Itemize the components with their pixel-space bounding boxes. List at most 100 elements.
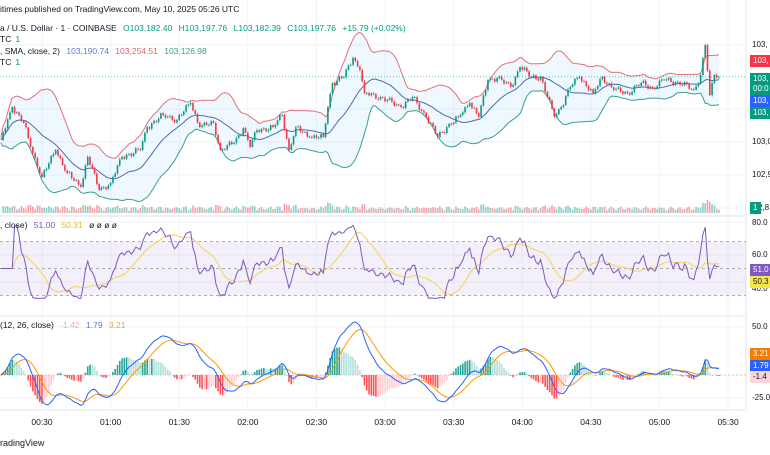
volume-bar (434, 207, 437, 213)
macd-histogram-bar (93, 366, 96, 375)
candle (670, 78, 672, 82)
volume-bar (336, 206, 338, 213)
volume-bar (658, 207, 661, 213)
candle (631, 91, 633, 95)
macd-histogram-bar (13, 360, 16, 375)
volume-bar (221, 210, 224, 213)
volume-bar (375, 208, 377, 213)
macd-histogram-bar (500, 364, 503, 375)
macd-histogram-bar (709, 372, 711, 375)
bb-legend[interactable]: , SMA, close, 2) 103,190.74 103,254.51 1… (0, 46, 207, 56)
macd-histogram-bar (567, 375, 569, 378)
macd-legend[interactable]: (12, 26, close) -1.42 1.79 3.21 (0, 320, 126, 330)
macd-histogram-bar (686, 375, 688, 377)
macd-histogram-bar (208, 375, 210, 389)
volume-bar (432, 207, 434, 213)
candle (649, 86, 652, 89)
macd-histogram-bar (73, 375, 75, 381)
macd-histogram-bar (331, 351, 334, 375)
volume-bar (166, 207, 169, 213)
macd-histogram-bar (130, 359, 132, 375)
macd-histogram-bar (594, 375, 597, 376)
candle (89, 156, 91, 165)
candle (102, 187, 105, 189)
volume-bar (253, 206, 256, 213)
macd-histogram-bar (258, 369, 261, 375)
volume-bar (112, 207, 114, 213)
volume-bar (622, 208, 624, 213)
candle (73, 178, 75, 181)
candle (228, 141, 231, 146)
volume-bar (75, 209, 78, 213)
candle (413, 97, 416, 98)
macd-histogram-bar (681, 375, 684, 377)
macd-histogram-bar (123, 357, 126, 375)
candle (450, 123, 453, 125)
candle (475, 108, 478, 114)
candle (224, 149, 226, 151)
macd-histogram-bar (434, 375, 437, 388)
macd-histogram-bar (585, 367, 588, 375)
ohlc-change: +15.79 (+0.02%) (342, 23, 406, 33)
candle (425, 112, 428, 117)
volume-bar (429, 208, 432, 213)
volume-bar (528, 208, 530, 213)
macd-histogram-bar (638, 373, 640, 375)
macd-histogram-bar (333, 348, 336, 375)
macd-histogram-bar (505, 370, 508, 375)
candle (301, 131, 304, 133)
volume-bar (665, 210, 668, 213)
macd-histogram-bar (539, 375, 542, 383)
macd-histogram-bar (356, 364, 359, 375)
volume-bar (576, 207, 578, 213)
candle (441, 132, 444, 133)
macd-histogram-bar (57, 373, 59, 375)
volume-bar (418, 208, 421, 213)
volume-bar (359, 209, 361, 213)
rsi-legend[interactable]: , close) 51.00 50.31 ø ø ø ø (0, 220, 117, 230)
macd-line (0, 321, 720, 406)
candle (658, 80, 661, 87)
volume-bar (11, 206, 14, 213)
volume-bar (242, 205, 245, 213)
bb-upper-tag: 103, (750, 55, 770, 67)
candle (530, 76, 533, 78)
volume-bar (224, 208, 226, 213)
macd-histogram-bar (420, 375, 423, 379)
macd-histogram-bar (528, 375, 530, 377)
volume-bar (16, 209, 18, 213)
volume-bar (603, 206, 606, 213)
macd-histogram-bar (397, 375, 400, 386)
volume-bar (457, 207, 460, 213)
time-axis-label: 04:30 (580, 417, 602, 427)
volume-bar (551, 205, 553, 213)
candle (185, 105, 187, 112)
candle (212, 121, 215, 123)
candle (443, 132, 446, 134)
volume-bar (466, 207, 469, 213)
candle (468, 103, 471, 107)
candle (45, 168, 48, 171)
volume-bar (251, 205, 254, 213)
candle (114, 173, 116, 177)
candle (36, 158, 39, 168)
symbol-name[interactable]: a / U.S. Dollar · 1 · COINBASE (0, 23, 117, 33)
volume-bar (297, 209, 299, 213)
macd-histogram-bar (393, 375, 395, 389)
macd-histogram-bar (347, 354, 350, 375)
macd-histogram-bar (535, 375, 537, 382)
candle (368, 92, 370, 96)
volume-bar (555, 209, 558, 213)
candle (580, 76, 583, 82)
candle (672, 81, 675, 85)
candle (226, 145, 229, 150)
macd-histogram-bar (173, 375, 176, 378)
volume-bar (592, 206, 594, 213)
candle (473, 107, 476, 109)
macd-histogram-bar (240, 374, 242, 375)
volume-bar (68, 210, 71, 213)
candle (137, 148, 139, 150)
volume-bar (475, 206, 478, 213)
volume-bar (349, 210, 352, 213)
